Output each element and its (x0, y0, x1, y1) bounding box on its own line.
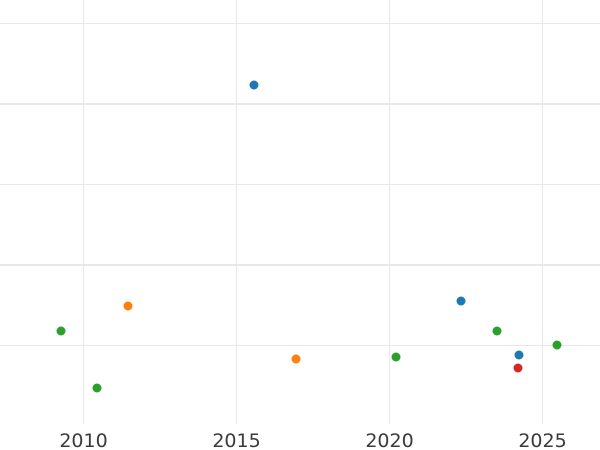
horizontal-gridline (0, 264, 600, 266)
data-point-red (513, 363, 523, 373)
horizontal-gridline (0, 22, 600, 25)
x-tick-label-2015: 2015 (212, 430, 261, 450)
horizontal-gridline (0, 103, 600, 105)
data-point-orange (123, 301, 133, 311)
x-tick-label-2010: 2010 (59, 430, 108, 450)
vertical-gridline (82, 0, 85, 424)
data-point-orange (291, 354, 301, 364)
data-point-green (552, 340, 562, 350)
horizontal-gridline (0, 183, 600, 186)
data-point-green (56, 326, 66, 336)
x-tick-label-2020: 2020 (365, 430, 414, 450)
data-point-blue (249, 80, 259, 90)
vertical-gridline (388, 0, 391, 424)
data-point-green (492, 326, 502, 336)
data-point-green (391, 352, 401, 362)
data-point-blue (514, 350, 524, 360)
horizontal-gridline (0, 344, 600, 347)
vertical-gridline (541, 0, 544, 424)
vertical-gridline (235, 0, 238, 424)
data-point-green (92, 383, 102, 393)
x-tick-label-2025: 2025 (518, 430, 567, 450)
data-point-blue (456, 296, 466, 306)
